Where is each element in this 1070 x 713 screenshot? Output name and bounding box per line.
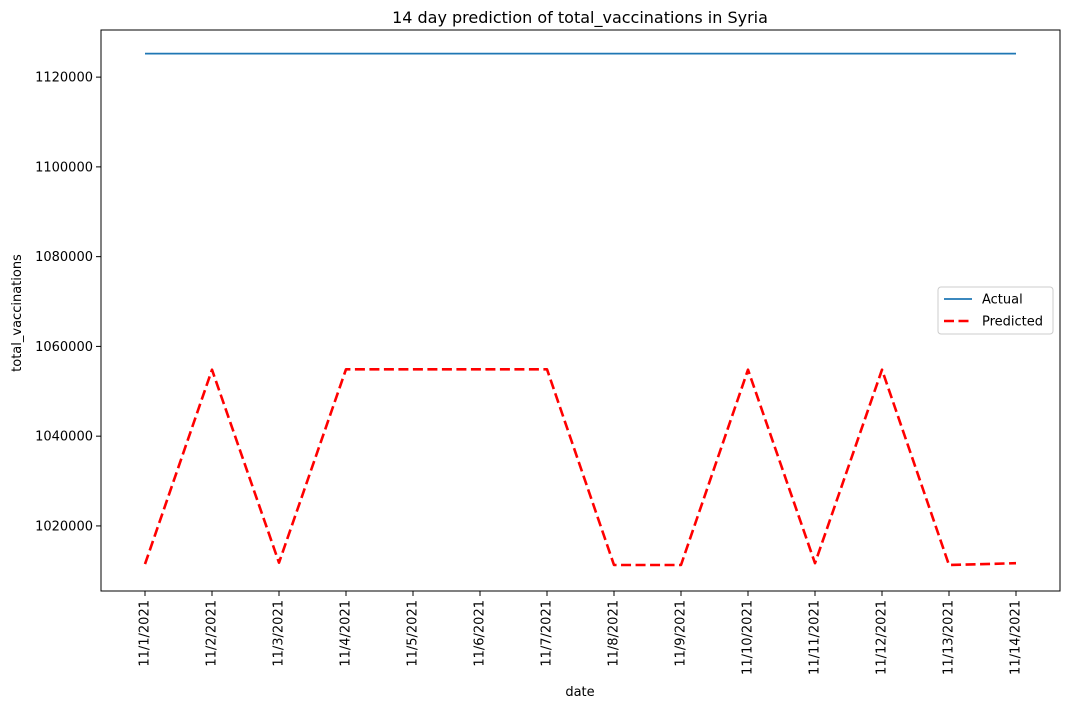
x-tick-label: 11/1/2021 (138, 600, 153, 667)
y-tick-label: 1020000 (35, 519, 93, 534)
legend-label-predicted: Predicted (982, 315, 1043, 330)
y-tick-label: 1040000 (35, 430, 93, 445)
x-tick-label: 11/3/2021 (272, 600, 287, 667)
y-axis-label: total_vaccinations (10, 254, 25, 372)
x-tick-label: 11/2/2021 (205, 600, 220, 667)
legend: Actual Predicted (937, 286, 1054, 335)
y-tick-label: 1120000 (35, 71, 93, 86)
legend-label-actual: Actual (982, 293, 1023, 308)
y-tick-label: 1080000 (35, 250, 93, 265)
x-tick-label: 11/7/2021 (540, 600, 555, 667)
x-tick-label: 11/6/2021 (473, 600, 488, 667)
x-tick-label: 11/10/2021 (741, 600, 756, 675)
x-tick-label: 11/4/2021 (339, 600, 354, 667)
chart-title: 14 day prediction of total_vaccinations … (392, 8, 768, 28)
y-tick-label: 1060000 (35, 340, 93, 355)
y-tick-label: 1100000 (35, 160, 93, 175)
x-tick-label: 11/13/2021 (942, 600, 957, 675)
x-tick-label: 11/8/2021 (607, 600, 622, 667)
y-axis: 1020000 1040000 1060000 1080000 1100000 11200… (35, 71, 101, 534)
x-axis-label: date (565, 685, 594, 700)
x-tick-label: 11/11/2021 (808, 600, 823, 675)
x-tick-label: 11/14/2021 (1009, 600, 1024, 675)
x-tick-label: 11/9/2021 (674, 600, 689, 667)
plot-frame (100, 29, 1061, 592)
x-tick-label: 11/12/2021 (875, 600, 890, 675)
series-layer (143, 52, 1017, 567)
x-tick-label: 11/5/2021 (406, 600, 421, 667)
series-line-predicted (143, 367, 1017, 567)
x-axis: 11/1/2021 11/2/2021 11/3/2021 11/4/2021 11/5… (138, 591, 1024, 675)
